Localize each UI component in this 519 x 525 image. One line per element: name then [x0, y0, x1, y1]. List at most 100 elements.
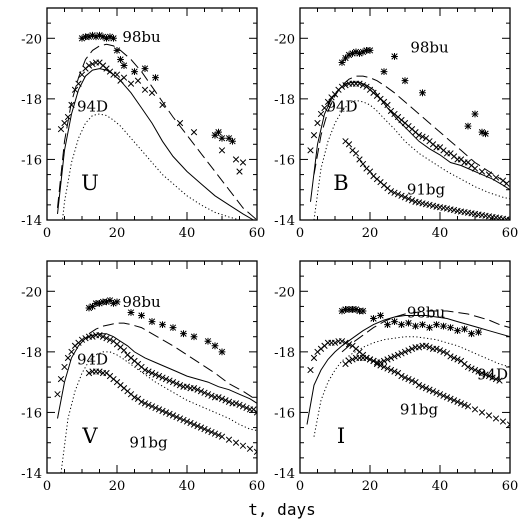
y-tick-label: -16: [274, 406, 295, 421]
data-point-cross: [225, 398, 233, 405]
data-point-cross: [461, 401, 468, 409]
data-point-cross: [243, 404, 250, 412]
x-tick-label: 60: [249, 226, 266, 241]
model-curve-solid: [306, 315, 510, 425]
data-point-cross: [208, 392, 215, 399]
data-point-cross: [384, 101, 391, 109]
data-point-asterisk: [398, 321, 405, 328]
data-point-cross: [419, 133, 426, 140]
data-point-cross: [345, 357, 353, 365]
data-point-cross: [317, 110, 325, 118]
y-tick-label: -14: [274, 467, 295, 482]
data-point-cross: [232, 439, 240, 446]
data-point-cross: [148, 369, 156, 377]
x-tick-label: 0: [296, 479, 304, 494]
panel-U: 0 20 40 60 -20 -18 -16 -14 U 98bu 94D: [21, 7, 266, 241]
data-point-cross: [401, 194, 409, 201]
data-point-cross: [208, 428, 215, 436]
supernova-label: 98bu: [122, 28, 161, 46]
data-point-cross: [155, 406, 163, 413]
data-point-cross: [236, 401, 243, 409]
data-point-cross: [68, 101, 75, 109]
data-point-asterisk: [225, 134, 233, 142]
data-point-cross: [359, 160, 367, 168]
data-point-cross: [162, 409, 170, 416]
data-point-asterisk: [92, 33, 100, 41]
data-point-cross: [145, 401, 152, 409]
data-point-cross: [141, 86, 149, 93]
data-point-cross: [310, 132, 318, 139]
data-point-cross: [96, 332, 103, 339]
data-point-cross: [496, 215, 503, 220]
data-point-cross: [485, 372, 493, 380]
data-point-cross: [89, 60, 96, 68]
data-point-cross: [307, 366, 314, 374]
data-point-cross: [197, 424, 205, 431]
data-point-cross: [253, 409, 257, 416]
data-point-asterisk: [103, 34, 110, 42]
model-curve-dotted: [313, 336, 510, 437]
data-point-asterisk: [412, 322, 419, 330]
data-point-asterisk: [352, 48, 360, 56]
data-point-cross: [75, 80, 82, 87]
data-point-cross: [190, 421, 198, 428]
data-point-asterisk: [468, 330, 475, 338]
data-point-cross: [232, 400, 240, 407]
data-point-cross: [239, 159, 247, 166]
data-point-cross: [180, 416, 187, 424]
data-point-cross: [183, 383, 191, 390]
data-point-cross: [82, 335, 89, 342]
data-point-cross: [471, 406, 479, 413]
x-tick-label: 0: [296, 226, 304, 241]
data-point-cross: [190, 129, 198, 136]
data-point-cross: [485, 171, 493, 178]
data-point-cross: [342, 82, 349, 89]
data-point-cross: [307, 147, 314, 154]
data-point-cross: [232, 156, 240, 163]
x-tick-label: 20: [362, 479, 379, 494]
data-point-cross: [492, 415, 500, 422]
data-point-cross: [384, 356, 391, 363]
data-point-cross: [450, 397, 458, 404]
data-point-asterisk: [117, 56, 124, 63]
data-point-cross: [176, 119, 184, 127]
data-point-cross: [239, 442, 247, 449]
data-point-cross: [57, 125, 65, 133]
data-point-cross: [187, 419, 194, 427]
y-tick-label: -16: [21, 153, 42, 168]
y-tick-label: -20: [274, 32, 295, 47]
supernova-label: 98bu: [407, 303, 446, 321]
data-point-cross: [429, 388, 437, 395]
data-point-cross: [394, 191, 402, 198]
data-point-asterisk: [96, 300, 103, 307]
data-point-asterisk: [366, 47, 374, 54]
data-point-cross: [349, 356, 356, 363]
data-point-asterisk: [215, 128, 222, 136]
band-label: I: [337, 424, 345, 448]
data-point-asterisk: [401, 77, 409, 85]
data-point-asterisk: [419, 321, 426, 328]
data-point-cross: [415, 344, 423, 351]
data-point-cross: [64, 354, 72, 362]
data-point-cross: [190, 385, 198, 392]
data-point-asterisk: [471, 110, 479, 118]
data-point-cross: [356, 80, 363, 87]
data-point-asterisk: [363, 47, 370, 54]
data-point-asterisk: [345, 306, 353, 313]
data-point-asterisk: [138, 312, 145, 319]
data-point-asterisk: [82, 33, 89, 41]
data-point-cross: [201, 425, 208, 433]
data-point-cross: [366, 356, 374, 363]
data-point-cross: [148, 89, 156, 96]
data-point-cross: [148, 403, 156, 410]
data-point-cross: [218, 147, 226, 154]
data-point-cross: [436, 391, 444, 398]
data-point-asterisk: [99, 298, 107, 306]
data-point-asterisk: [211, 342, 219, 350]
data-point-cross: [176, 415, 184, 422]
data-point-asterisk: [204, 337, 212, 345]
y-tick-label: -16: [274, 153, 295, 168]
data-point-asterisk: [148, 318, 156, 325]
data-point-cross: [155, 372, 163, 380]
data-point-cross: [169, 378, 177, 386]
